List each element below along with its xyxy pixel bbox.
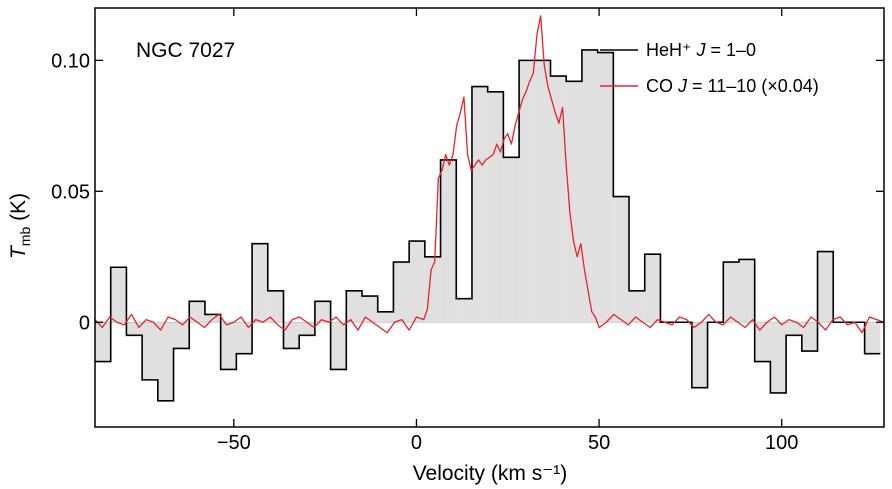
- x-tick-label-1: 0: [411, 432, 422, 454]
- y-tick-label-2: 0.10: [51, 50, 90, 72]
- heh-bin-fill-9: [236, 322, 253, 354]
- axes-layer: [94, 7, 885, 428]
- heh-bin-fill-41: [738, 259, 755, 323]
- heh-bin-fill-19: [393, 262, 410, 323]
- heh-bin-fill-4: [157, 322, 174, 401]
- heh-bin-fill-35: [644, 254, 661, 323]
- heh-bin-fill-31: [581, 49, 598, 323]
- heh-bin-fill-5: [173, 322, 190, 349]
- chart-title: NGC 7027: [136, 39, 235, 62]
- heh-bin-fill-28: [534, 60, 551, 323]
- heh-bin-fill-43: [770, 322, 787, 393]
- legend-co-ital: J: [677, 76, 688, 96]
- heh-bin-fill-49: [864, 322, 881, 354]
- heh-bin-fill-27: [519, 60, 535, 323]
- heh-bin-fill-38: [691, 322, 708, 388]
- x-tick-label-3: 100: [765, 432, 798, 454]
- y-axis-unit: (K): [7, 193, 30, 227]
- legend-heh-pre: HeH⁺: [646, 40, 697, 60]
- heh-bin-fill-11: [267, 290, 284, 323]
- heh-bin-fill-23: [456, 298, 472, 323]
- plot-frame: [94, 7, 885, 428]
- heh-bin-fill-12: [283, 322, 300, 349]
- heh-bin-fill-20: [409, 241, 425, 323]
- heh-bin-fill-29: [550, 76, 567, 323]
- heh-bin-fill-6: [189, 301, 205, 323]
- heh-bin-fill-33: [613, 196, 630, 323]
- heh-bin-fill-16: [346, 290, 363, 323]
- heh-bin-fill-15: [330, 322, 347, 370]
- co-line: [94, 15, 885, 334]
- heh-step-line: [95, 49, 881, 402]
- heh-bin-fill-40: [723, 262, 739, 323]
- y-tick-label-1: 0.05: [51, 181, 90, 203]
- heh-bin-fill-14: [314, 301, 331, 323]
- y-ticks: 0 0.05 0.10: [51, 50, 884, 334]
- legend-label-co: CO J = 11–10 (×0.04): [646, 76, 819, 96]
- y-axis-symbol: T: [7, 244, 30, 259]
- heh-bin-fill-1: [110, 267, 127, 323]
- legend: HeH⁺ J = 1–0 CO J = 11–10 (×0.04): [600, 40, 819, 96]
- heh-bin-fill-30: [566, 81, 582, 323]
- heh-bin-fill-13: [299, 322, 315, 336]
- heh-bin-fill-0: [95, 322, 111, 362]
- x-tick-label-0: −50: [217, 432, 251, 454]
- heh-bin-fill-17: [362, 296, 378, 323]
- legend-co-pre: CO: [646, 76, 678, 96]
- y-tick-label-0: 0: [79, 312, 90, 334]
- heh-bin-fill-2: [126, 322, 143, 336]
- heh-bin-fill-3: [142, 322, 158, 380]
- heh-bin-fill-46: [817, 251, 834, 323]
- heh-bin-fill-22: [440, 159, 457, 323]
- heh-bin-fill-10: [252, 243, 268, 323]
- y-axis-subscript: mb: [17, 227, 33, 247]
- heh-bin-fill-18: [377, 311, 394, 323]
- heh-bin-fill-42: [754, 322, 771, 362]
- y-axis-label: Tmb (K): [7, 193, 33, 259]
- x-ticks: −50 0 50 100: [217, 8, 798, 454]
- legend-heh-post: = 1–0: [706, 40, 757, 60]
- heh-bin-fill-34: [629, 290, 645, 323]
- heh-bin-fill-26: [503, 157, 520, 323]
- heh-bin-fill-25: [487, 91, 504, 323]
- heh-bin-fill-32: [597, 52, 614, 323]
- heh-series-layer: [95, 49, 881, 402]
- legend-co-post: = 11–10 (×0.04): [687, 76, 819, 96]
- heh-bin-fill-8: [220, 322, 237, 370]
- x-axis-label: Velocity (km s⁻¹): [413, 462, 568, 485]
- heh-bin-fill-45: [801, 322, 818, 352]
- legend-label-heh: HeH⁺ J = 1–0: [646, 40, 756, 60]
- co-series-layer: [94, 15, 885, 334]
- x-tick-label-2: 50: [588, 432, 610, 454]
- heh-bin-fill-24: [471, 86, 488, 323]
- heh-fill-layer: [95, 49, 881, 401]
- heh-bin-fill-44: [786, 322, 802, 336]
- heh-bin-fill-21: [424, 256, 441, 323]
- legend-heh-ital: J: [696, 40, 707, 60]
